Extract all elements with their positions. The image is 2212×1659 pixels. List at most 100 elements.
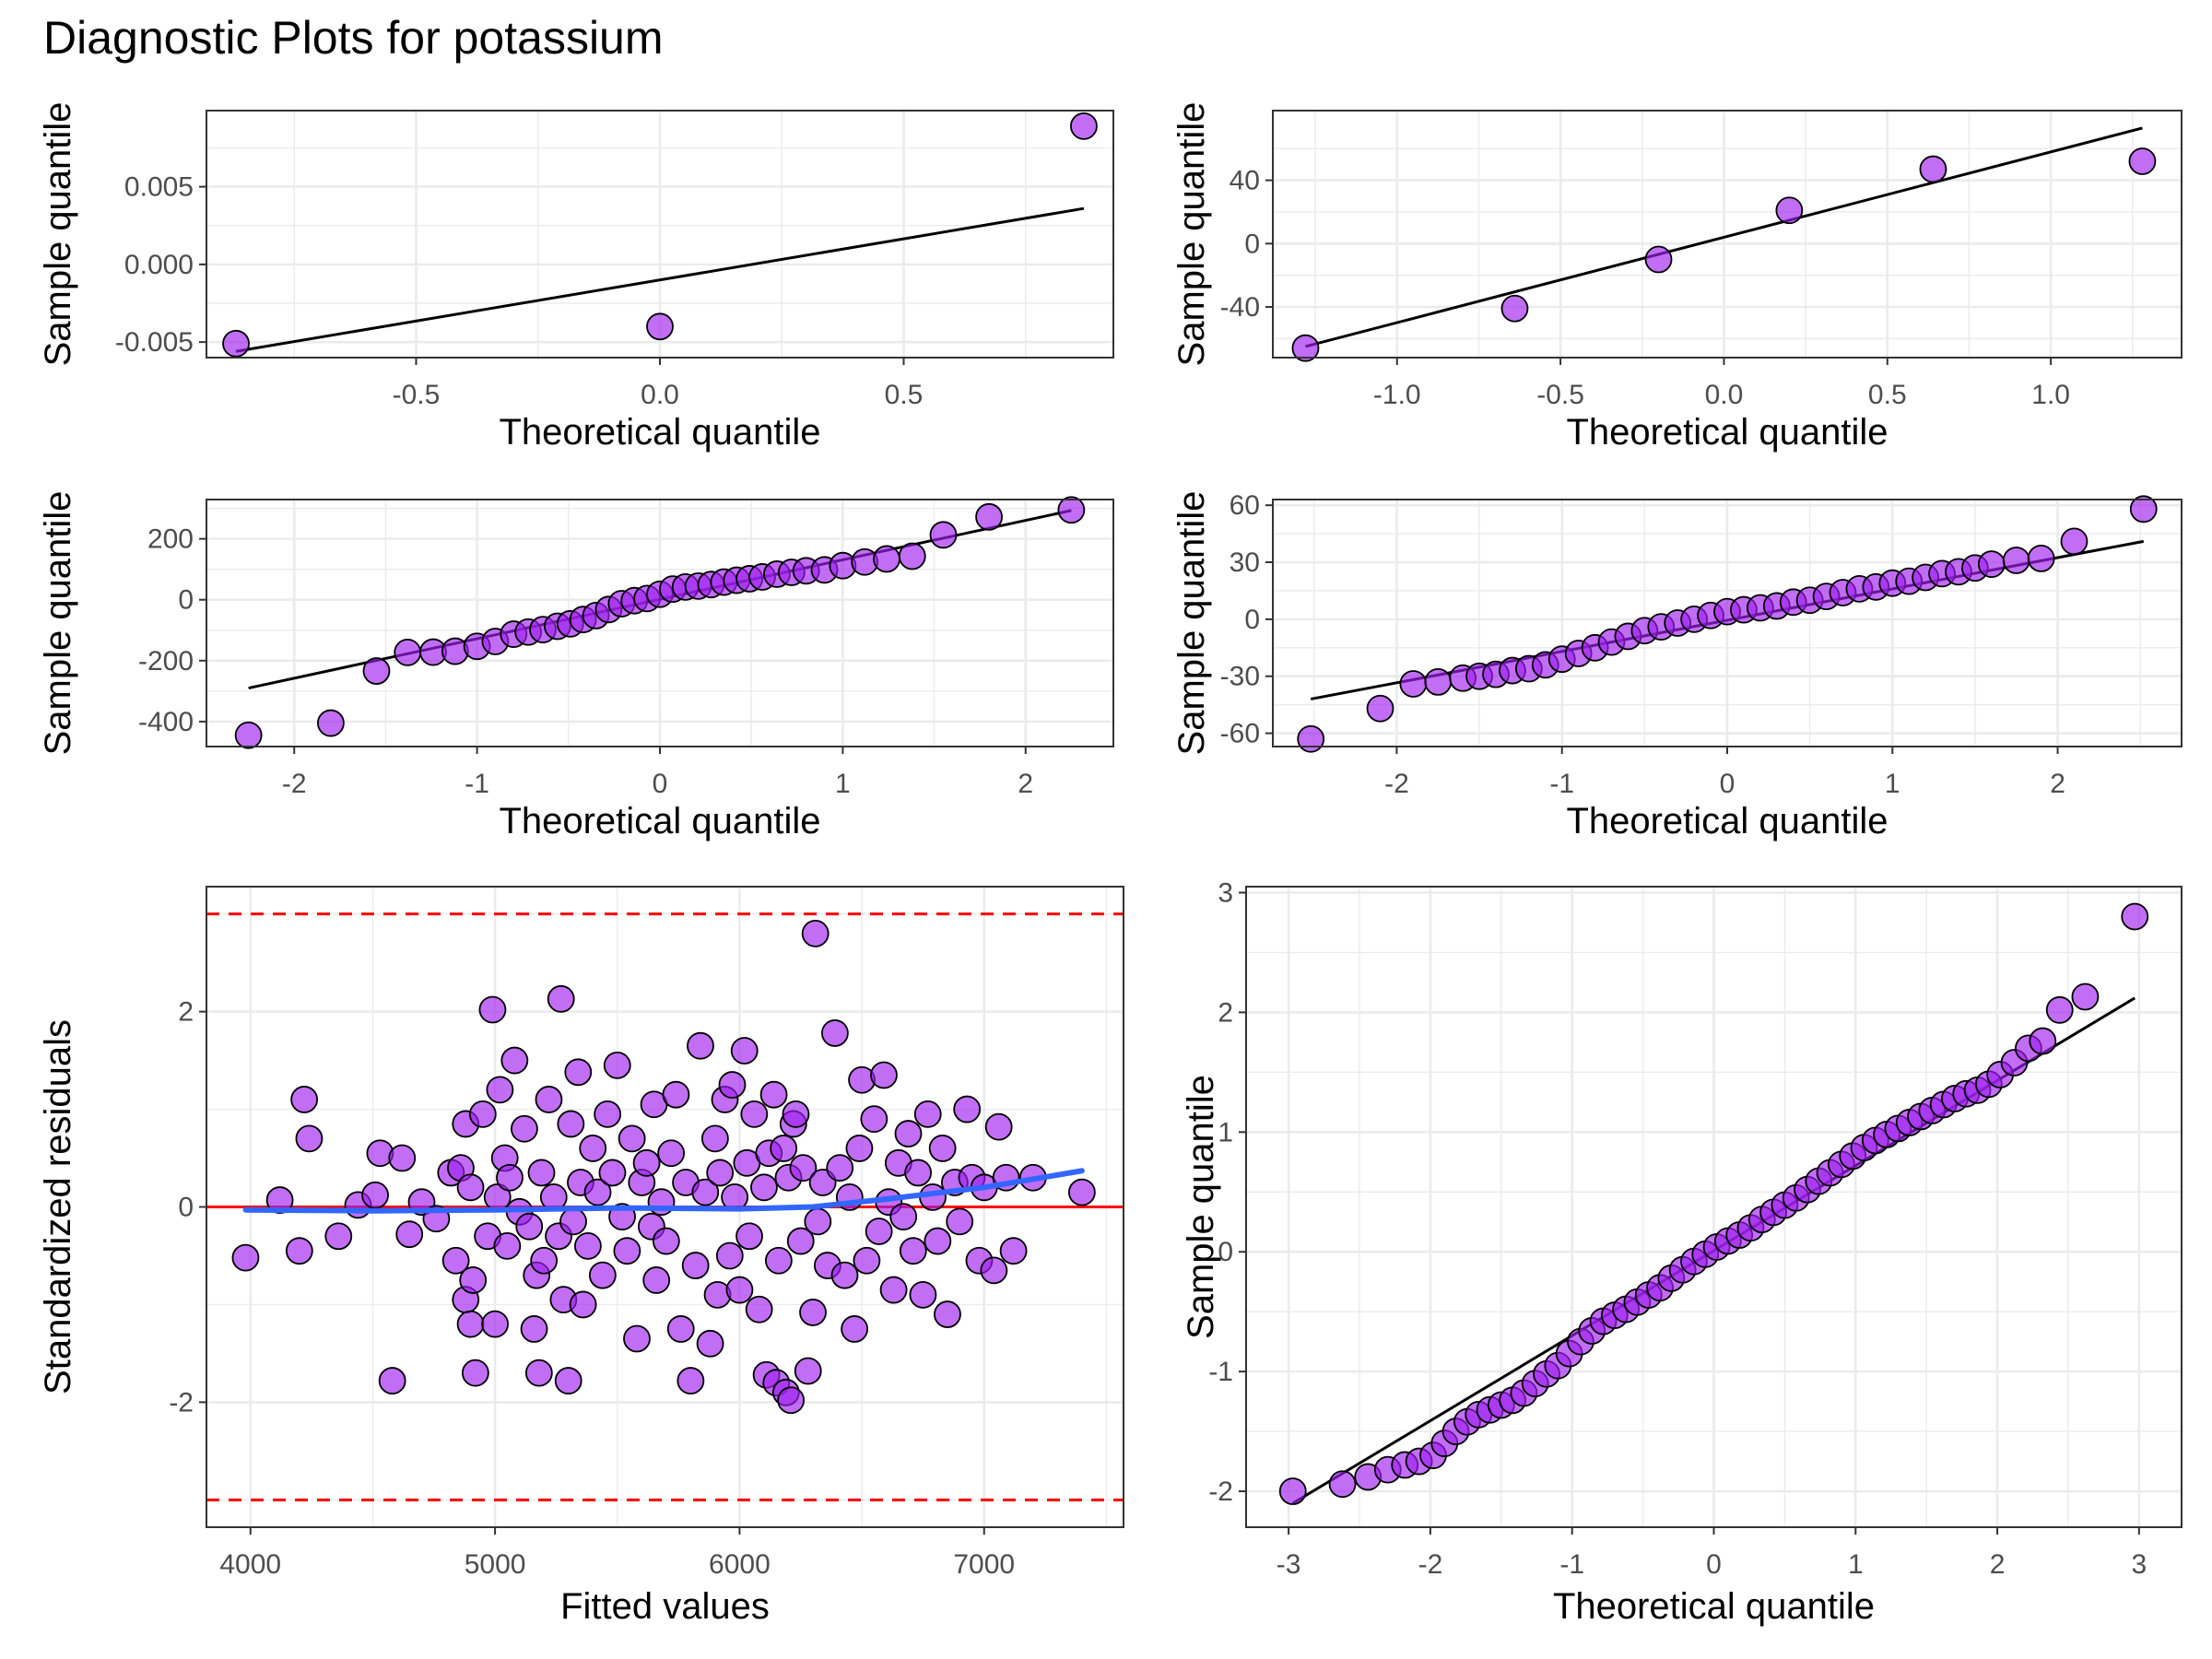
y-tick-label: 0 bbox=[1244, 229, 1260, 259]
data-point bbox=[821, 1019, 849, 1047]
data-point bbox=[613, 1237, 641, 1265]
data-point bbox=[718, 1071, 747, 1099]
x-tick-label: 1.0 bbox=[2031, 380, 2070, 410]
x-tick-label: 0 bbox=[1720, 769, 1735, 799]
data-point bbox=[265, 1186, 294, 1214]
x-tick-label: 2 bbox=[1990, 1549, 2006, 1580]
data-point bbox=[1424, 668, 1453, 696]
data-point bbox=[999, 1237, 1028, 1265]
data-point bbox=[554, 1367, 582, 1394]
y-tick-label: 1 bbox=[1218, 1117, 1233, 1147]
data-point bbox=[530, 1246, 559, 1275]
data-point bbox=[1278, 1477, 1307, 1505]
data-point bbox=[770, 1135, 798, 1162]
data-point bbox=[870, 1061, 898, 1089]
data-point bbox=[657, 1139, 686, 1168]
data-point bbox=[730, 1037, 759, 1065]
data-point bbox=[841, 1315, 869, 1343]
data-point bbox=[913, 1100, 942, 1128]
data-point bbox=[1328, 1470, 1357, 1499]
data-point bbox=[524, 1359, 553, 1387]
panel-qq-pooled: -3 -2 -1 0 1 2 3 -2 -1 0 1 2 3 Theoretical quantile Sa… bbox=[1181, 877, 2183, 1627]
data-point bbox=[1977, 550, 2006, 578]
data-point bbox=[740, 1100, 769, 1128]
y-tick-label: 0.000 bbox=[124, 250, 194, 280]
data-point bbox=[588, 1261, 617, 1289]
x-tick-label: 5000 bbox=[465, 1549, 526, 1580]
x-tick-label: 3 bbox=[2132, 1549, 2147, 1580]
y-tick-label: -1 bbox=[1208, 1357, 1233, 1387]
x-tick-label: -2 bbox=[1418, 1549, 1443, 1580]
data-point bbox=[980, 1256, 1008, 1285]
y-tick-label: -400 bbox=[138, 707, 194, 737]
panel-qq-group-2: -1.0 -0.5 0.0 0.5 1.0 -40 0 40 Theoretical quant… bbox=[1171, 102, 2183, 453]
data-point bbox=[934, 1300, 961, 1328]
y-tick-label: 0 bbox=[178, 1193, 194, 1223]
data-point bbox=[459, 1266, 488, 1294]
data-point bbox=[735, 1222, 763, 1251]
data-point bbox=[1067, 1178, 1096, 1206]
y-tick-label: -60 bbox=[1220, 719, 1260, 749]
data-point bbox=[681, 1252, 710, 1279]
x-axis-title: Theoretical quantile bbox=[1566, 412, 1888, 453]
x-axis-title: Theoretical quantile bbox=[499, 801, 820, 841]
x-tick-label: 0.5 bbox=[1868, 380, 1907, 410]
panel-qq-group-3: -2 -1 0 1 2 -400 -200 0 200 Theoretical quantile S… bbox=[38, 491, 1114, 841]
data-point bbox=[953, 1095, 982, 1124]
x-tick-label: 0.5 bbox=[885, 380, 924, 410]
data-point bbox=[946, 1207, 974, 1236]
data-point bbox=[594, 1100, 622, 1128]
data-point bbox=[860, 1105, 888, 1134]
x-tick-label: 6000 bbox=[709, 1549, 771, 1580]
x-tick-label: -3 bbox=[1277, 1549, 1301, 1580]
y-tick-label: 0 bbox=[1218, 1237, 1233, 1267]
data-point bbox=[759, 1080, 788, 1109]
data-point bbox=[696, 1329, 724, 1358]
data-point bbox=[677, 1367, 705, 1394]
data-point bbox=[362, 657, 391, 685]
x-tick-label: 1 bbox=[835, 769, 851, 799]
data-point bbox=[2029, 1027, 2057, 1055]
data-point bbox=[2129, 495, 2158, 524]
data-point bbox=[909, 1280, 937, 1309]
y-axis-title: Sample quantile bbox=[1171, 491, 1212, 756]
data-point bbox=[583, 1178, 612, 1206]
data-point bbox=[515, 1212, 544, 1241]
x-tick-label: -1 bbox=[1559, 1549, 1584, 1580]
x-tick-label: 4000 bbox=[219, 1549, 281, 1580]
data-point bbox=[456, 1310, 485, 1338]
data-point bbox=[666, 1315, 695, 1343]
y-axis-title: Standardized residuals bbox=[38, 1019, 78, 1394]
data-point bbox=[234, 721, 263, 749]
data-point bbox=[1500, 294, 1529, 323]
data-point bbox=[687, 1031, 714, 1060]
data-point bbox=[481, 1310, 509, 1338]
data-point bbox=[894, 1120, 923, 1147]
x-tick-label: 7000 bbox=[953, 1549, 1015, 1580]
x-tick-label: -0.5 bbox=[393, 380, 441, 410]
y-tick-label: 0 bbox=[178, 585, 194, 616]
data-point bbox=[652, 1227, 680, 1255]
data-point bbox=[486, 1076, 514, 1104]
data-point bbox=[873, 545, 900, 573]
figure-title: Diagnostic Plots for potassium bbox=[43, 12, 664, 64]
data-point bbox=[1775, 196, 1804, 225]
data-point bbox=[1366, 694, 1394, 723]
data-point bbox=[865, 1218, 893, 1245]
data-point bbox=[527, 1159, 556, 1187]
data-point bbox=[285, 1237, 313, 1265]
y-tick-label: 200 bbox=[147, 524, 194, 555]
y-tick-label: -0.005 bbox=[115, 327, 194, 358]
y-axis-title: Sample quantile bbox=[1171, 102, 1212, 367]
data-point bbox=[574, 1231, 602, 1260]
x-axis-title: Theoretical quantile bbox=[499, 412, 820, 453]
panel-qq-group-4: -2 -1 0 1 2 -60 -30 0 30 60 Theoretical quantile Sa… bbox=[1171, 490, 2183, 841]
y-tick-label: 40 bbox=[1230, 166, 1260, 196]
y-tick-label: -40 bbox=[1220, 292, 1260, 323]
data-point bbox=[794, 1357, 822, 1385]
y-axis-title: Sample quantile bbox=[38, 491, 78, 756]
data-point bbox=[826, 1154, 854, 1182]
data-point bbox=[222, 329, 250, 358]
data-point bbox=[725, 1276, 754, 1304]
x-tick-label: 1 bbox=[1885, 769, 1900, 799]
